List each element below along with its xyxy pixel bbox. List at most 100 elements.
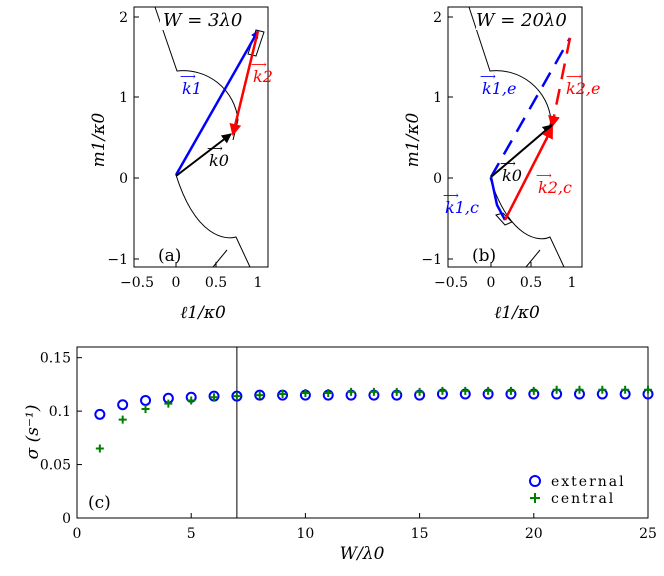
panel-a-tag: (a) [158, 246, 181, 266]
label-k1-a: k1 ⟶ [180, 70, 202, 98]
point-central [415, 387, 424, 396]
point-central [621, 385, 630, 394]
point-external [94, 408, 106, 420]
point-central [255, 391, 264, 400]
panel-b-title-box [476, 8, 576, 30]
panel-a-title: W = 3λ0 [163, 10, 242, 31]
point-central [164, 399, 173, 408]
panel-a-yticks [134, 16, 217, 267]
svg-text:⟶: ⟶ [480, 70, 496, 83]
svg-text:k2,e: k2,e [566, 79, 600, 98]
svg-text:⟶: ⟶ [443, 189, 459, 202]
vector-k1-a [174, 30, 260, 176]
label-k2-a: k2 ⟶ [251, 58, 273, 86]
point-central [95, 444, 104, 453]
point-central [210, 393, 219, 402]
point-central [644, 385, 652, 394]
vector-k2e-b [548, 37, 572, 128]
panel-b: W = 20λ0 k1,e ⟶ k2,e ⟶ k0 ⟶ k1,c ⟶ k2,c … [403, 6, 600, 323]
point-central [324, 388, 333, 397]
point-central [369, 387, 378, 396]
point-central [278, 390, 287, 399]
point-central [438, 386, 447, 395]
panel-a-boundary-top [154, 6, 239, 121]
svg-text:⟶: ⟶ [251, 58, 267, 71]
panel-b-ytick-1: 1 [433, 90, 442, 106]
panel-a-xtick-1: 1 [254, 275, 263, 291]
point-central [232, 392, 241, 401]
svg-text:⟶: ⟶ [207, 142, 223, 155]
svg-text:k0: k0 [209, 151, 229, 170]
panel-a-xlabel: ℓ1/κ0 [180, 303, 226, 323]
point-central [484, 386, 493, 395]
point-central [187, 396, 196, 405]
panel-a-xtick-0: 0 [172, 275, 181, 291]
panel-b-frame [447, 6, 583, 268]
panel-b-ytick-0: 0 [433, 171, 442, 187]
vector-k1c-b [489, 176, 507, 221]
xtick-label: 10 [296, 526, 314, 542]
point-external [231, 390, 243, 402]
svg-text:k1,c: k1,c [445, 198, 479, 217]
panel-b-ytick-2: 2 [433, 10, 442, 26]
svg-text:⟶: ⟶ [180, 70, 196, 83]
point-central [392, 387, 401, 396]
panel-b-boundary-top [468, 6, 552, 121]
panel-c-xlabel: W/λ0 [340, 544, 385, 564]
svg-text:⟶: ⟶ [566, 70, 582, 83]
panel-a-ytick-1: 1 [119, 90, 128, 106]
panel-c-frame [76, 346, 649, 519]
panel-a-boundary-bottom [175, 174, 251, 268]
label-k0-b: k0 ⟶ [500, 157, 522, 185]
panel-c-legend: external central [529, 474, 626, 507]
point-central [301, 388, 310, 397]
point-central [461, 386, 470, 395]
xtick-label: 20 [525, 526, 543, 542]
svg-text:k2: k2 [253, 67, 273, 86]
legend-external-label: external [551, 474, 626, 490]
label-k1c-b: k1,c ⟶ [443, 189, 479, 217]
panel-a-xtick-m05: −0.5 [120, 275, 154, 291]
panel-b-title: W = 20λ0 [476, 10, 567, 31]
svg-text:⟶: ⟶ [500, 157, 516, 170]
legend-central-label: central [551, 491, 615, 507]
panel-b-xtick-1: 1 [568, 275, 577, 291]
ytick-label: 0.1 [49, 404, 71, 420]
legend-external-marker [529, 475, 541, 487]
panel-b-xtick-m05: −0.5 [434, 275, 468, 291]
svg-text:k0: k0 [502, 166, 522, 185]
xtick-label: 5 [187, 526, 196, 542]
point-central [529, 386, 538, 395]
panel-a-ytick-0: 0 [119, 171, 128, 187]
panel-b-xtick-0: 0 [487, 275, 496, 291]
vector-k0-a [175, 133, 232, 177]
xtick-label: 0 [73, 526, 82, 542]
point-central [575, 385, 584, 394]
panel-a-frame [133, 6, 269, 268]
vector-k1e-b [489, 37, 572, 178]
vector-k2-a [229, 30, 260, 136]
ytick-label: 0.15 [40, 351, 71, 367]
point-external [117, 399, 129, 411]
panel-c-marks [94, 385, 654, 453]
panel-c-tag: (c) [88, 493, 111, 513]
panel-b-boundary-bottom [489, 177, 565, 268]
point-central [506, 386, 515, 395]
panel-b-tag: (b) [472, 246, 496, 266]
panel-a-ylabel: m1/κ0 [89, 113, 109, 168]
label-k0-a: k0 ⟶ [207, 142, 229, 170]
panel-a-title-box [160, 8, 250, 30]
legend-central-marker [530, 493, 540, 503]
label-k2c-b: k2,c ⟶ [536, 169, 572, 197]
panel-c: 0 5 10 15 20 25 0 0.05 0.1 0.15 (c) external cent… [23, 346, 657, 564]
point-external [254, 389, 266, 401]
xtick-label: 25 [639, 526, 657, 542]
label-k1e-b: k1,e ⟶ [480, 70, 516, 98]
point-central [141, 404, 150, 413]
point-central [598, 385, 607, 394]
ytick-label: 0 [62, 511, 71, 527]
panel-b-xtick-05: 0.5 [520, 275, 542, 291]
point-central [118, 415, 127, 424]
vector-k0-b [490, 124, 553, 178]
panel-b-xlabel: ℓ1/κ0 [494, 303, 540, 323]
